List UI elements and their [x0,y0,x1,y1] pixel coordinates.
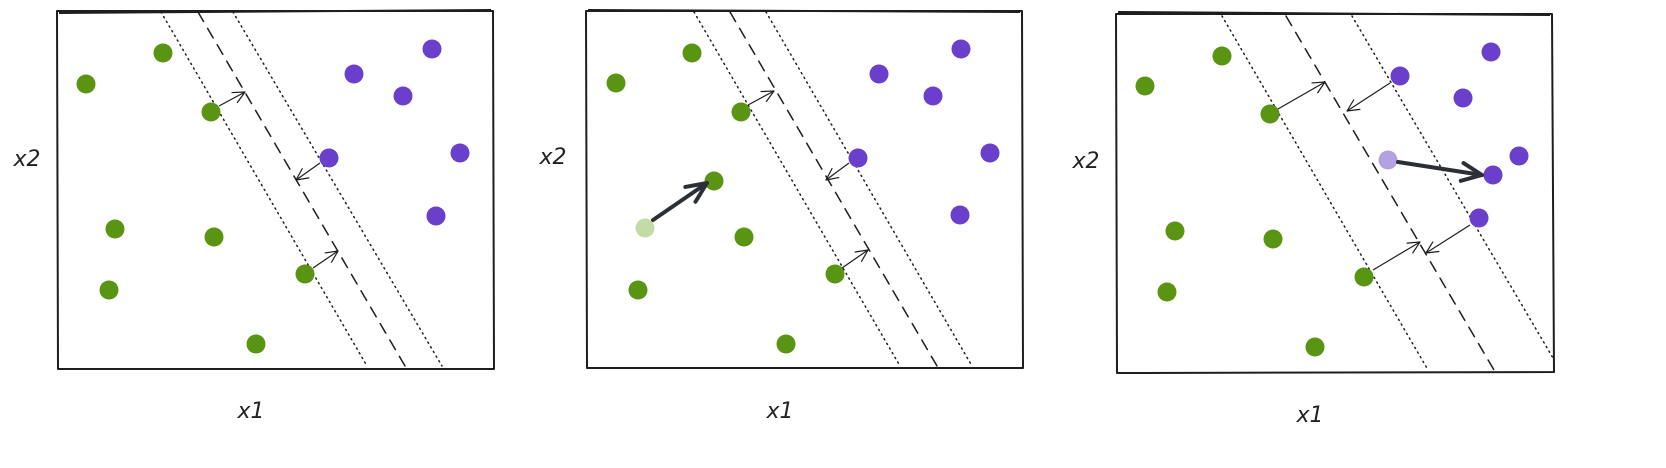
margin-arrow-shaft [1425,224,1471,254]
purple-point [344,64,364,84]
green-point [246,334,266,354]
green-point [1212,46,1232,66]
green-point [734,227,754,247]
green-point [1263,229,1283,249]
margin-arrow-head [825,167,840,181]
margin-arrow-head [760,90,775,103]
green-point [1354,267,1374,287]
point-move-arrow-head [683,181,709,204]
margin-line [693,11,901,367]
margin-arrow-shaft [295,162,321,181]
green-point [201,102,221,122]
margin-arrow-head [1346,99,1361,112]
green-point [105,219,125,239]
margin-arrow-head [324,250,339,263]
purple-point [923,86,943,106]
original-purple-point-ghost [1378,150,1398,170]
green-point [704,171,724,191]
y-axis-label: x2 [12,147,40,172]
margin-line [765,11,973,367]
purple-point [1390,66,1410,86]
green-point [76,74,96,94]
margin-arrow-shaft [312,250,339,269]
margin-arrow-shaft [1277,81,1326,110]
margin-arrow-head [231,91,246,104]
margin-arrow-shaft [1346,82,1391,112]
purple-point [950,205,970,225]
purple-point [1469,208,1489,228]
panel-2: x2 x1 [538,9,1024,424]
margin-arrow-shaft [841,249,869,269]
margin-arrow-head [1425,241,1440,254]
x-axis-label: x1 [765,399,793,424]
margin-arrow-shaft [1372,241,1421,271]
green-point [1260,104,1280,124]
green-point [1165,221,1185,241]
purple-point [422,39,442,59]
purple-point [1453,88,1473,108]
y-axis-label: x2 [538,145,566,170]
plot-frame [585,9,1024,369]
margin-line [232,11,443,367]
margin-arrow-head [1406,241,1421,254]
purple-point [1509,146,1529,166]
panel-3: x2 x1 [1071,11,1555,428]
purple-point [426,206,446,226]
x-axis-label: x1 [236,399,264,424]
x-axis-label: x1 [1295,403,1323,428]
green-point [99,280,119,300]
plot-frame [56,9,495,370]
point-move-arrow-head [1458,161,1484,183]
margin-arrow-shaft [218,91,246,107]
green-point [204,227,224,247]
y-axis-label: x2 [1071,149,1099,174]
purple-point [319,148,339,168]
margin-arrow-head [854,249,869,262]
green-point [295,264,315,284]
decision-boundary-line [197,11,406,367]
green-point [682,43,702,63]
purple-point [393,86,413,106]
margin-arrow-head [1311,81,1326,94]
purple-point [1483,165,1503,185]
margin-line [160,11,368,367]
purple-point [848,148,868,168]
margin-line [1221,15,1429,371]
green-point [628,280,648,300]
margin-arrow-shaft [825,162,850,181]
margin-arrow-shaft [747,90,775,106]
green-point [776,334,796,354]
purple-point [1481,42,1501,62]
green-point [1305,337,1325,357]
point-move-arrow-shaft [651,181,709,222]
green-point [731,102,751,122]
purple-point [951,39,971,59]
margin-arrow-head [295,168,310,181]
purple-point [450,143,470,163]
point-move-arrow-shaft [1396,160,1484,177]
decision-boundary-line [1285,15,1495,371]
green-point [153,43,173,63]
plot-frame [1115,11,1555,374]
purple-point [980,143,1000,163]
green-point [606,73,626,93]
decision-boundary-line [729,11,938,367]
purple-point [869,64,889,84]
original-green-point-ghost [635,218,655,238]
margin-line [1351,15,1554,359]
green-point [1135,76,1155,96]
green-point [1157,282,1177,302]
panel-1: x2 x1 [12,9,495,424]
green-point [825,264,845,284]
